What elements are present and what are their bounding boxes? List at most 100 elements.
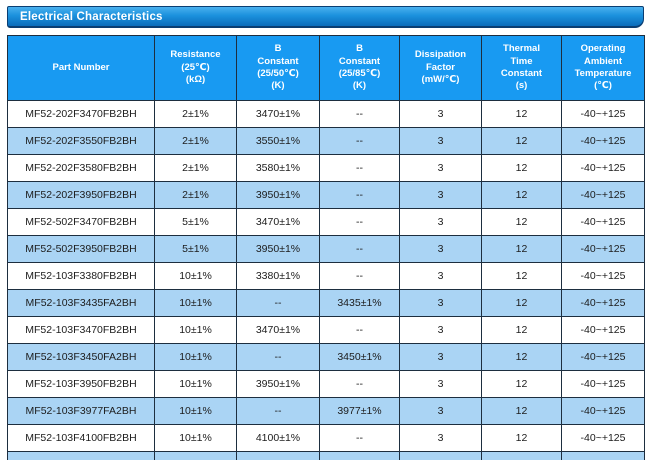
- header-b-constant-25-85: B Constant (25/85℃) (K): [319, 35, 400, 101]
- table-row: MF52-103F3450FA2BH 10±1% -- 3450±1% 3 12 -40~+…: [7, 343, 645, 371]
- table-cell: -40~+125: [561, 262, 645, 290]
- table-cell: -40~+125: [561, 127, 645, 155]
- table-cell: --: [319, 208, 400, 236]
- table-row: MF52-502F3470FB2BH 5±1% 3470±1% -- 3 12 -40~+1…: [7, 208, 645, 236]
- table-cell: MF52-103F3380FB2BH: [7, 262, 155, 290]
- table-cell: MF52-502F3950FB2BH: [7, 235, 155, 263]
- header-thermal-time-constant: Thermal Time Constant (s): [481, 35, 562, 101]
- table-cell: MF52-202F3580FB2BH: [7, 154, 155, 182]
- header-part-number: Part Number: [7, 35, 155, 101]
- table-cell: 10±1%: [154, 289, 237, 317]
- table-cell: 12: [481, 127, 562, 155]
- table-cell: 12: [481, 154, 562, 182]
- table-cell: MF52-202F3550FB2BH: [7, 127, 155, 155]
- table-cell: 4100±1%: [236, 424, 320, 452]
- table-cell: 12: [481, 370, 562, 398]
- table-cell: 2±1%: [154, 100, 237, 128]
- table-cell: -40~+125: [561, 370, 645, 398]
- table-cell: 12: [481, 181, 562, 209]
- table-cell: -40~+125: [561, 397, 645, 425]
- table-row: MF52-202F3950FB2BH 2±1% 3950±1% -- 3 12 -40~+1…: [7, 181, 645, 209]
- table-cell: 5±1%: [154, 208, 237, 236]
- table-cell: 3: [399, 316, 482, 344]
- table-cell: 3: [399, 235, 482, 263]
- table-cell: 3470±1%: [236, 100, 320, 128]
- table-cell: [561, 451, 645, 460]
- table-row: MF52-103F3950FB2BH 10±1% 3950±1% -- 3 12 -40~+…: [7, 370, 645, 398]
- table-cell: 3470±1%: [236, 208, 320, 236]
- table-cell: [236, 451, 320, 460]
- table-cell: 3: [399, 262, 482, 290]
- table-cell: 12: [481, 316, 562, 344]
- table-cell: 12: [481, 235, 562, 263]
- table-cell: -40~+125: [561, 208, 645, 236]
- table-cell: MF52-103F3950FB2BH: [7, 370, 155, 398]
- table-cell: 3: [399, 154, 482, 182]
- table-cell: [7, 451, 155, 460]
- table-cell: 12: [481, 208, 562, 236]
- table-cell: --: [319, 262, 400, 290]
- table-row: MF52-202F3550FB2BH 2±1% 3550±1% -- 3 12 -40~+1…: [7, 127, 645, 155]
- table-cell: 2±1%: [154, 154, 237, 182]
- header-dissipation-factor: Dissipation Factor (mW/℃): [399, 35, 482, 101]
- table-cell: MF52-103F4100FB2BH: [7, 424, 155, 452]
- table-cell: MF52-202F3470FB2BH: [7, 100, 155, 128]
- table-cell: 12: [481, 262, 562, 290]
- table-cell: --: [319, 154, 400, 182]
- table-cell: 10±1%: [154, 262, 237, 290]
- table-cell: [481, 451, 562, 460]
- table-cell: MF52-103F3470FB2BH: [7, 316, 155, 344]
- table-cell: 5±1%: [154, 235, 237, 263]
- table-row: MF52-202F3580FB2BH 2±1% 3580±1% -- 3 12 -40~+1…: [7, 154, 645, 182]
- table-cell: 2±1%: [154, 127, 237, 155]
- table-cell: 3380±1%: [236, 262, 320, 290]
- table-cell: 3950±1%: [236, 181, 320, 209]
- table-cell: 10±1%: [154, 397, 237, 425]
- header-row: Part Number Resistance (25℃) (kΩ) B Cons…: [7, 35, 645, 101]
- table-cell: --: [236, 343, 320, 371]
- table-cell: MF52-202F3950FB2BH: [7, 181, 155, 209]
- table-cell: --: [319, 316, 400, 344]
- table-cell: MF52-103F3435FA2BH: [7, 289, 155, 317]
- table-cell: 3: [399, 208, 482, 236]
- table-cell: 3950±1%: [236, 235, 320, 263]
- table-cell: 3: [399, 370, 482, 398]
- table-cell: -40~+125: [561, 100, 645, 128]
- table-cell: 3435±1%: [319, 289, 400, 317]
- table-cell: --: [319, 127, 400, 155]
- table-cell: 10±1%: [154, 316, 237, 344]
- table-cell: 3: [399, 424, 482, 452]
- table-cell: [399, 451, 482, 460]
- table-cell: --: [319, 424, 400, 452]
- table-cell: -40~+125: [561, 316, 645, 344]
- table-cell: --: [319, 181, 400, 209]
- table-cell: 12: [481, 343, 562, 371]
- table-cell: 3450±1%: [319, 343, 400, 371]
- table-row: MF52-103F3470FB2BH 10±1% 3470±1% -- 3 12 -40~+…: [7, 316, 645, 344]
- table-cell: [154, 451, 237, 460]
- table-cell: 3: [399, 100, 482, 128]
- table-cell: 3977±1%: [319, 397, 400, 425]
- table-cell: -40~+125: [561, 289, 645, 317]
- table-row: MF52-502F3950FB2BH 5±1% 3950±1% -- 3 12 -40~+1…: [7, 235, 645, 263]
- table-cell: 3: [399, 343, 482, 371]
- table-cell: --: [319, 100, 400, 128]
- table-row: MF52-103F3977FA2BH 10±1% -- 3977±1% 3 12 -40~+…: [7, 397, 645, 425]
- table-cell: [319, 451, 400, 460]
- table-cell: -40~+125: [561, 424, 645, 452]
- table-cell: 3470±1%: [236, 316, 320, 344]
- table-body: MF52-202F3470FB2BH 2±1% 3470±1% -- 3 12 -40~+1…: [7, 100, 645, 460]
- table-cell: 12: [481, 424, 562, 452]
- table-cell: 10±1%: [154, 370, 237, 398]
- header-b-constant-25-50: B Constant (25/50℃) (K): [236, 35, 320, 101]
- table-cell: -40~+125: [561, 181, 645, 209]
- table-cell: --: [319, 370, 400, 398]
- table-cell: --: [319, 235, 400, 263]
- table-cell: MF52-502F3470FB2BH: [7, 208, 155, 236]
- table-cell: --: [236, 289, 320, 317]
- table-cell: -40~+125: [561, 235, 645, 263]
- table-cell: 3: [399, 289, 482, 317]
- table-cell: MF52-103F3977FA2BH: [7, 397, 155, 425]
- table-cell: 3550±1%: [236, 127, 320, 155]
